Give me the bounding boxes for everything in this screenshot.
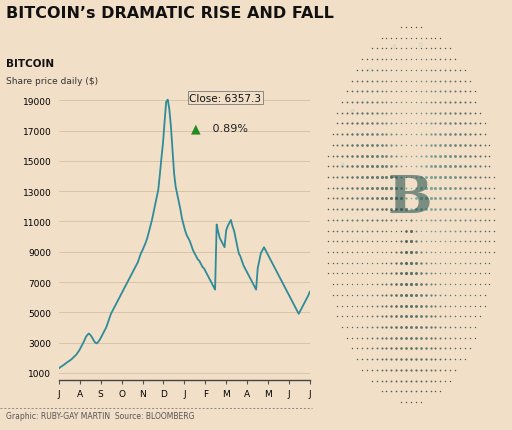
Text: Share price daily ($): Share price daily ($) xyxy=(6,77,98,86)
Text: E: E xyxy=(348,108,354,114)
Text: 0.89%: 0.89% xyxy=(209,124,248,134)
Text: N: N xyxy=(337,161,343,167)
Text: ▲: ▲ xyxy=(190,122,200,135)
Text: Close: 6357.3: Close: 6357.3 xyxy=(189,93,261,103)
Text: B: B xyxy=(387,172,432,223)
Text: BITCOIN: BITCOIN xyxy=(6,59,54,69)
Text: D: D xyxy=(418,42,423,48)
Text: E: E xyxy=(392,44,396,49)
Text: BITCOIN’s DRAMATIC RISE AND FALL: BITCOIN’s DRAMATIC RISE AND FALL xyxy=(6,6,334,22)
Text: C: C xyxy=(367,67,373,73)
Text: Graphic: RUBY-GAY MARTIN  Source: BLOOMBERG: Graphic: RUBY-GAY MARTIN Source: BLOOMBE… xyxy=(6,411,195,420)
